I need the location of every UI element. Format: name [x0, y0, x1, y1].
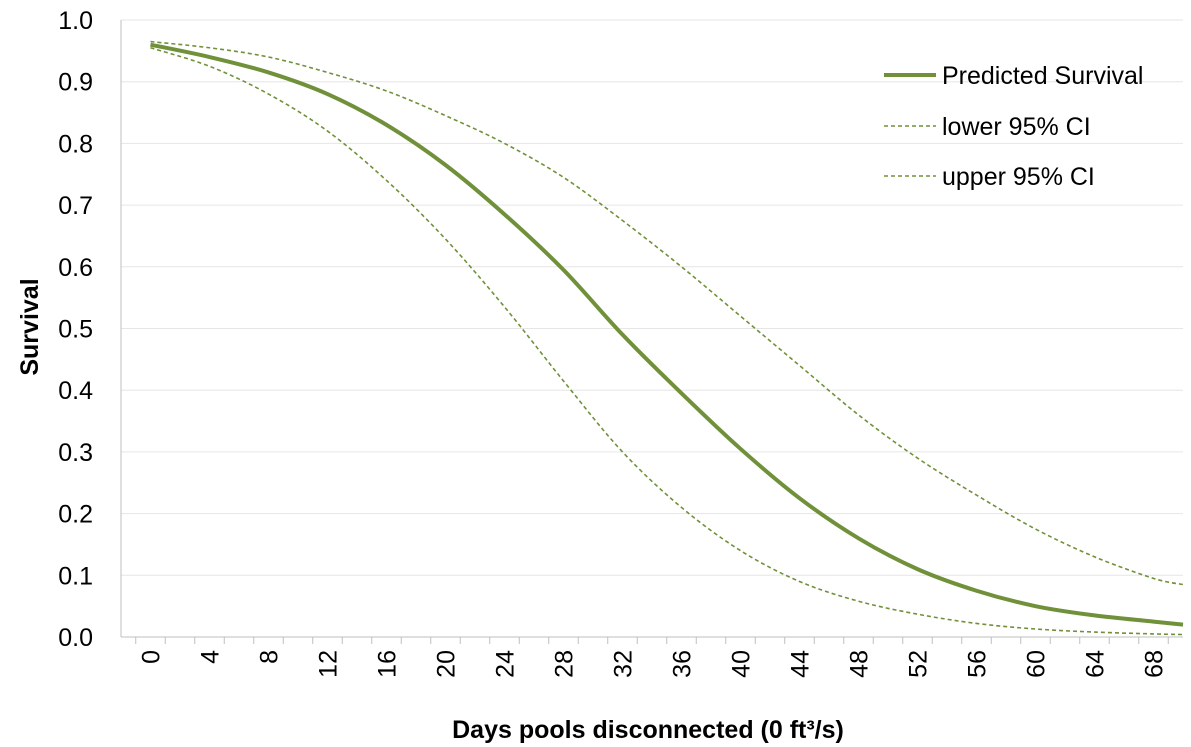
x-tick-label: 40 — [728, 650, 756, 678]
series-line-1 — [150, 42, 1184, 627]
x-tick-label: 68 — [1141, 650, 1169, 678]
y-tick-label: 0.0 — [58, 624, 93, 652]
x-tick-label: 60 — [1023, 650, 1051, 678]
x-tick-label: 24 — [492, 650, 520, 678]
series-line-2 — [150, 47, 1184, 636]
x-tick-label: 56 — [964, 650, 992, 678]
y-axis-title: Survival — [16, 278, 44, 375]
x-tick-label: 20 — [433, 650, 461, 678]
y-tick-label: 0.2 — [58, 501, 93, 529]
y-tick-label: 0.9 — [58, 69, 93, 97]
y-tick-label: 0.1 — [58, 562, 93, 590]
y-tick-label: 0.4 — [58, 377, 93, 405]
y-tick-label: 0.5 — [58, 316, 93, 344]
y-tick-label: 0.8 — [58, 130, 93, 158]
x-axis-title: Days pools disconnected (0 ft³/s) — [452, 716, 844, 744]
y-tick-label: 0.7 — [58, 192, 93, 220]
x-tick-label: 64 — [1082, 650, 1110, 678]
legend: Predicted Survival lower 95% CI upper 95% … — [884, 62, 1143, 191]
x-tick-label: 36 — [669, 650, 697, 678]
x-tick-label: 44 — [787, 650, 815, 678]
y-tick-label: 1.0 — [58, 7, 93, 35]
x-tick-label: 8 — [256, 650, 284, 664]
legend-label-2: lower 95% CI — [942, 113, 1091, 141]
y-tick-label: 0.6 — [58, 254, 93, 282]
x-tick-label: 16 — [374, 650, 402, 678]
series-line-3 — [150, 40, 1184, 586]
gridlines — [121, 19, 1183, 576]
x-tick-label: 4 — [197, 650, 225, 664]
x-tick-label: 12 — [315, 650, 343, 678]
x-tick-label: 28 — [551, 650, 579, 678]
x-tick-label: 32 — [610, 650, 638, 678]
x-tick-label: 52 — [905, 650, 933, 678]
x-tick-label: 0 — [138, 650, 166, 664]
y-tick-label: 0.3 — [58, 439, 93, 467]
axes: 0.00.10.20.30.40.50.60.70.80.91.00 4 8 12 16… — [58, 7, 1183, 678]
x-tick-label: 48 — [846, 650, 874, 678]
legend-label-3: upper 95% CI — [942, 163, 1095, 191]
series-lines — [150, 40, 1184, 636]
legend-label-1: Predicted Survival — [942, 62, 1143, 90]
